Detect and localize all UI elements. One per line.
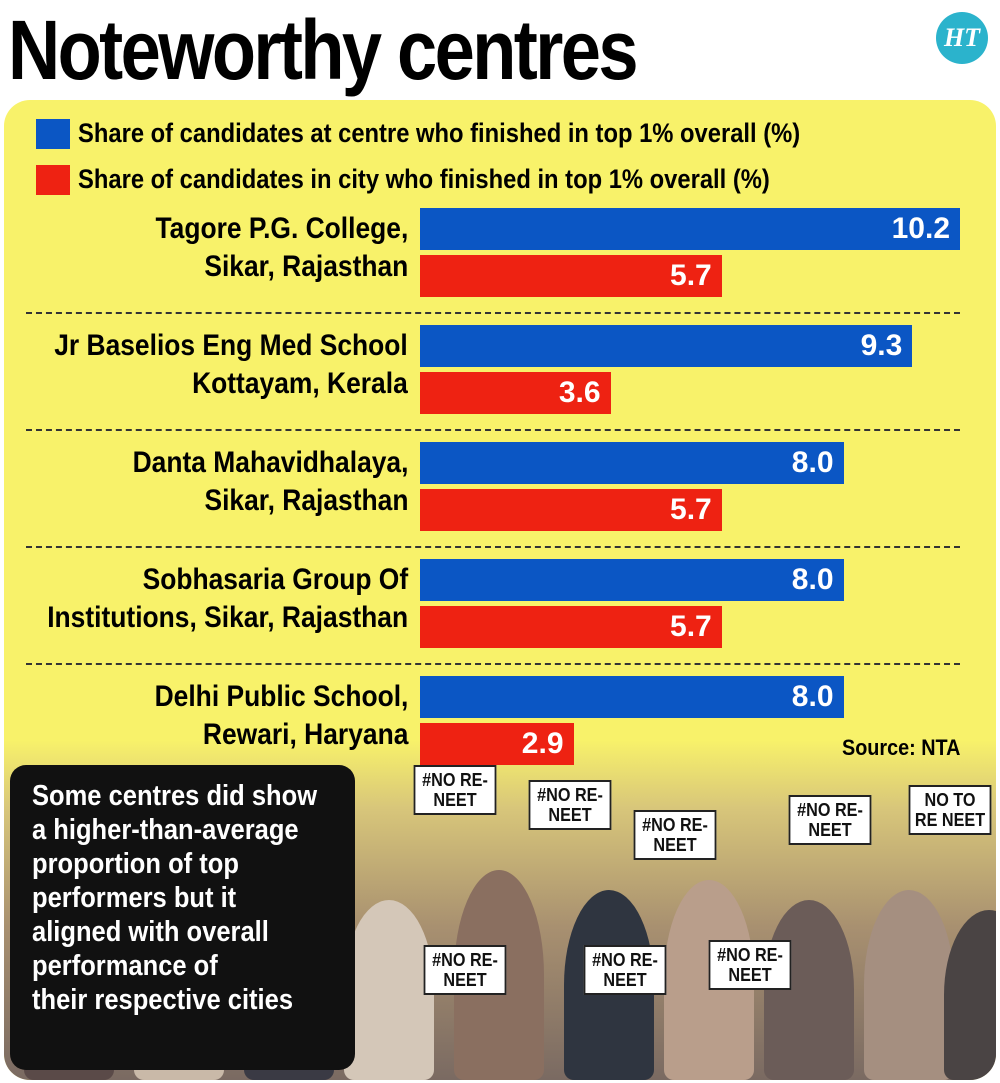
- bar-centre-share: [420, 442, 844, 484]
- page-title: Noteworthy centres: [8, 3, 639, 97]
- note-line: aligned with overall: [32, 916, 269, 948]
- category-label-line: Institutions, Sikar, Rajasthan: [47, 601, 408, 634]
- legend-label: Share of candidates in city who finished…: [78, 164, 770, 194]
- category-label-line: Sikar, Rajasthan: [204, 250, 408, 283]
- protester: [764, 900, 854, 1080]
- category-label: Sobhasaria Group Of Institutions, Sikar, …: [47, 561, 408, 637]
- protest-placard: #NO RE-NEET: [583, 945, 667, 995]
- data-label: 2.9: [521, 727, 564, 760]
- data-label: 5.7: [670, 493, 712, 526]
- bar-city-share: [420, 723, 574, 765]
- source-note: Source: NTA: [842, 735, 961, 760]
- bar-centre-share: [420, 325, 913, 367]
- bar-centre-share: [420, 208, 960, 250]
- note-line: performance of: [32, 950, 218, 982]
- data-label: 8.0: [791, 563, 834, 596]
- data-label: 10.2: [891, 212, 950, 245]
- data-label: 9.3: [860, 329, 903, 362]
- row-divider: [26, 429, 960, 431]
- legend-swatch-red: [36, 164, 70, 195]
- protest-placard: #NO RE-NEET: [633, 810, 717, 860]
- note-line: performers but it: [32, 882, 237, 914]
- category-label-line: Sikar, Rajasthan: [204, 484, 408, 517]
- category-label-line: Sobhasaria Group Of: [142, 563, 408, 596]
- protest-placard: #NO RE-NEET: [413, 765, 497, 815]
- category-label-line: Tagore P.G. College,: [155, 212, 408, 245]
- category-label-line: Jr Baselios Eng Med School: [54, 329, 408, 362]
- legend-label: Share of candidates at centre who finish…: [78, 118, 801, 148]
- protest-placard: NO TO RE NEET: [908, 785, 992, 835]
- protest-placard: #NO RE-NEET: [788, 795, 872, 845]
- data-label: 3.6: [558, 376, 601, 409]
- category-label: Jr Baselios Eng Med School Kottayam, Kera…: [54, 327, 408, 403]
- bar-city-share: [420, 255, 722, 297]
- protester: [864, 890, 954, 1080]
- summary-note: Some centres did show a higher-than-aver…: [10, 765, 355, 1070]
- bar-city-share: [420, 606, 722, 648]
- bar-city-share: [420, 372, 611, 414]
- category-label-line: Danta Mahavidhalaya,: [132, 446, 408, 479]
- protester: [944, 910, 996, 1080]
- bar-centre-share: [420, 559, 844, 601]
- category-label: Tagore P.G. College, Sikar, Rajasthan: [155, 210, 408, 286]
- ht-logo: HT: [936, 12, 988, 64]
- category-label-line: Kottayam, Kerala: [192, 367, 408, 400]
- legend-item-centre: Share of candidates at centre who finish…: [36, 118, 899, 149]
- row-divider: [26, 312, 960, 314]
- bar-city-share: [420, 489, 722, 531]
- protest-placard: #NO RE-NEET: [423, 945, 507, 995]
- protest-placard: #NO RE-NEET: [708, 940, 792, 990]
- row-divider: [26, 546, 960, 548]
- note-line: Some centres did show: [32, 780, 318, 812]
- category-label-line: Delhi Public School,: [154, 680, 408, 713]
- note-line: a higher-than-average: [32, 814, 299, 846]
- data-label: 8.0: [791, 446, 834, 479]
- legend-item-city: Share of candidates in city who finished…: [36, 164, 864, 195]
- protest-placard: #NO RE-NEET: [528, 780, 612, 830]
- bar-centre-share: [420, 676, 844, 718]
- row-divider: [26, 663, 960, 665]
- data-label: 5.7: [670, 259, 712, 292]
- data-label: 5.7: [670, 610, 712, 643]
- data-label: 8.0: [791, 680, 834, 713]
- category-label-line: Rewari, Haryana: [202, 718, 408, 751]
- note-line: their respective cities: [32, 984, 294, 1016]
- category-label: Danta Mahavidhalaya, Sikar, Rajasthan: [132, 444, 408, 520]
- legend-swatch-blue: [36, 118, 70, 149]
- category-label: Delhi Public School, Rewari, Haryana: [154, 678, 408, 754]
- protester: [344, 900, 434, 1080]
- note-line: proportion of top: [32, 848, 239, 880]
